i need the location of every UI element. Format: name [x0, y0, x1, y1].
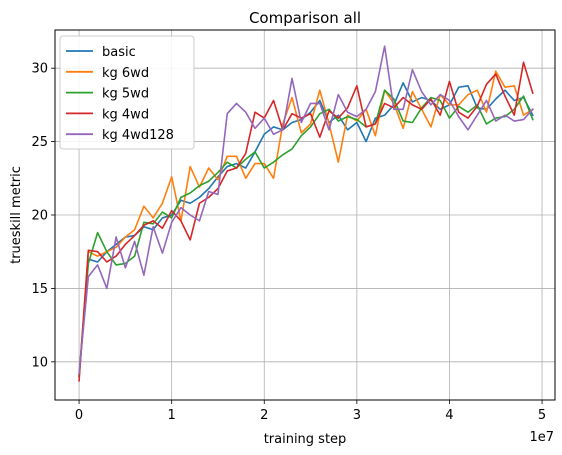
y-tick-label: 25: [31, 135, 48, 150]
x-axis-label: training step: [264, 432, 347, 447]
legend-label-basic: basic: [102, 45, 136, 60]
x-tick-label: 5: [538, 408, 546, 423]
y-tick-label: 20: [31, 209, 48, 224]
x-axis-ticks: 0 1 2 3 4 5: [75, 400, 546, 423]
legend-label-kg-6wd: kg 6wd: [102, 66, 149, 81]
x-axis-scale-label: 1e7: [529, 430, 554, 445]
legend: basic kg 6wd kg 5wd kg 4wd kg 4wd128: [59, 35, 195, 150]
legend-label-kg-4wd128: kg 4wd128: [102, 128, 174, 143]
legend-label-kg-4wd: kg 4wd: [102, 107, 149, 122]
x-tick-label: 4: [445, 408, 453, 423]
x-tick-label: 3: [353, 408, 361, 423]
y-tick-label: 10: [31, 355, 48, 370]
x-tick-label: 2: [260, 408, 268, 423]
y-axis-label: trueskill metric: [9, 166, 24, 264]
series-line-kg-4wd: [78, 61, 534, 382]
series-lines: [78, 45, 534, 382]
x-tick-label: 1: [168, 408, 176, 423]
series-line-kg-4wd128: [78, 45, 534, 375]
legend-box: [59, 35, 195, 150]
chart-title: Comparison all: [249, 9, 361, 27]
legend-label-kg-5wd: kg 5wd: [102, 87, 149, 102]
x-tick-label: 0: [75, 408, 83, 423]
y-axis-ticks: 10 15 20 25 30: [31, 62, 55, 370]
y-tick-label: 30: [31, 62, 48, 77]
y-tick-label: 15: [31, 282, 48, 297]
